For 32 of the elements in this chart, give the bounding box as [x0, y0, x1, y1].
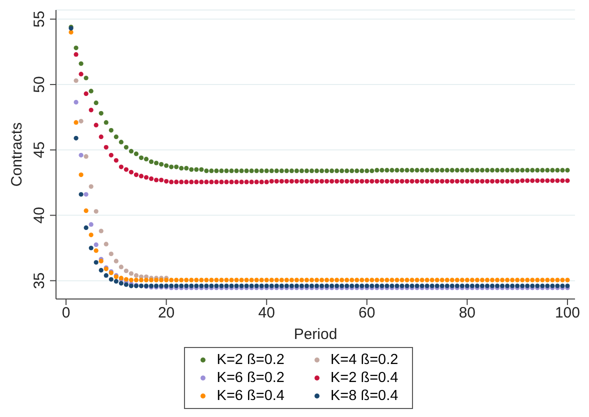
x-tick-label: 100	[554, 304, 580, 322]
point	[84, 154, 88, 159]
y-tick-label: 35	[31, 272, 48, 290]
x-tick-label: 80	[458, 304, 476, 322]
x-axis-title: Period	[294, 326, 338, 343]
point	[118, 264, 124, 270]
y-tick-label: 45	[31, 142, 48, 158]
x-tick-label: 40	[258, 304, 275, 322]
legend-label: K=6 ß=0.4	[216, 388, 284, 404]
x-tick-label: 20	[158, 304, 175, 322]
y-tick-label: 50	[31, 76, 48, 93]
legend-label: K=6 ß=0.2	[216, 370, 284, 386]
y-tick-label: 55	[31, 10, 48, 28]
y-axis-title: Contracts	[8, 122, 26, 187]
point	[114, 258, 118, 264]
point	[104, 242, 108, 246]
legend-label: K=4 ß=0.2	[330, 352, 398, 368]
point	[74, 78, 78, 83]
legend-label: K=8 ß=0.4	[330, 388, 398, 404]
point	[94, 209, 98, 214]
point	[88, 184, 94, 189]
x-tick-label: 60	[358, 304, 376, 322]
point	[134, 273, 139, 278]
point	[78, 118, 84, 124]
x-tick-label: 0	[62, 304, 70, 322]
point	[128, 271, 134, 276]
point	[108, 252, 114, 256]
y-tick-label: 40	[31, 206, 48, 224]
point	[124, 268, 129, 274]
legend-label: K=2 ß=0.2	[216, 352, 284, 368]
legend-label: K=2 ß=0.4	[330, 370, 398, 386]
point	[98, 228, 104, 234]
